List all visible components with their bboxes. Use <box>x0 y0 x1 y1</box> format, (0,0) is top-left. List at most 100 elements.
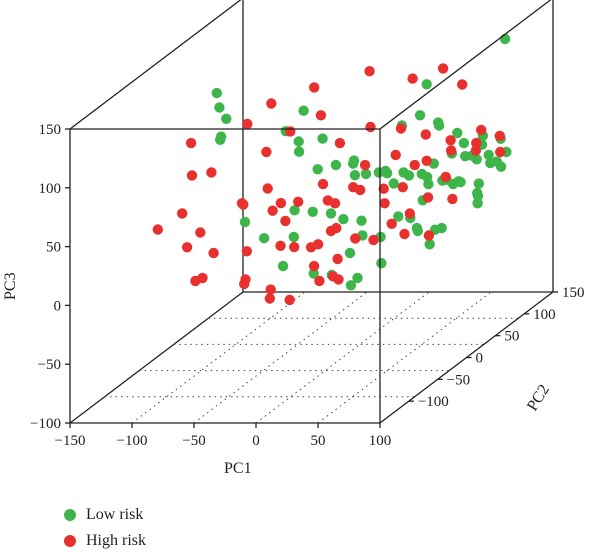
high-risk-point <box>267 205 278 216</box>
low-risk-point <box>412 225 423 237</box>
high-risk-point <box>280 215 291 227</box>
high-risk-point <box>177 208 188 219</box>
high-risk-point <box>195 227 206 238</box>
z-axis-label: PC3 <box>2 272 19 300</box>
high-risk-point <box>289 241 300 253</box>
floor-grid-line <box>255 291 430 424</box>
high-risk-point <box>409 159 420 171</box>
high-risk-point <box>364 66 375 77</box>
high-risk-point <box>329 198 341 209</box>
high-risk-point <box>378 183 389 194</box>
z-tick-label: 150 <box>39 122 62 138</box>
high-risk-point <box>264 293 275 304</box>
tick-labels: −150 −100 −50 0 50 100−100−50050100150−100−50… <box>30 122 584 449</box>
high-risk-point <box>422 192 434 203</box>
x-tick-label: 100 <box>369 433 392 449</box>
low-risk-point <box>452 127 463 139</box>
high-risk-point <box>325 225 337 237</box>
box-edge <box>69 291 244 424</box>
high-risk-point <box>181 242 193 253</box>
low-risk-point <box>455 176 466 188</box>
high-risk-point <box>350 233 361 244</box>
high-risk-point <box>334 137 346 149</box>
y-tick-label: −100 <box>418 394 449 410</box>
low-risk-point <box>472 190 484 202</box>
data-points <box>152 33 512 306</box>
box-edge <box>379 0 552 130</box>
low-risk-point <box>388 178 399 189</box>
high-risk-point <box>152 224 163 235</box>
low-risk-point <box>312 164 323 175</box>
high-risk-point <box>308 260 320 272</box>
high-risk-point <box>420 129 431 140</box>
high-risk-point <box>440 171 451 183</box>
high-risk-point <box>240 274 251 285</box>
high-risk-point <box>447 193 458 205</box>
legend-label-high-risk: High risk <box>86 532 146 549</box>
high-risk-point <box>262 183 273 194</box>
pca-3d-scatter: −150 −100 −50 0 50 100−100−50050100150−100−50… <box>2 0 585 477</box>
high-risk-point <box>471 137 482 149</box>
low-risk-point <box>277 260 289 272</box>
high-risk-point <box>399 228 410 240</box>
high-risk-point <box>359 159 371 171</box>
high-risk-point <box>284 294 295 306</box>
high-risk-point <box>265 284 276 295</box>
y-tick-label: 0 <box>476 351 484 367</box>
low-risk-point <box>298 105 309 116</box>
high-risk-point <box>242 118 253 130</box>
low-risk-point <box>293 136 304 147</box>
low-risk-point <box>485 157 496 169</box>
high-risk-point <box>407 73 418 84</box>
high-risk-point <box>206 167 217 178</box>
high-risk-point <box>186 170 198 181</box>
low-risk-point <box>421 171 433 183</box>
low-risk-point <box>345 280 357 291</box>
low-risk-point <box>211 87 222 99</box>
low-risk-point <box>221 113 232 125</box>
high-risk-point <box>421 155 432 166</box>
low-risk-point <box>421 79 432 90</box>
low-risk-point <box>499 33 511 45</box>
low-risk-point <box>258 233 270 244</box>
floor-grid-line <box>131 291 306 424</box>
high-risk-point <box>397 182 408 193</box>
low-risk-point <box>214 102 225 113</box>
low-risk-point <box>472 198 483 209</box>
high-risk-point <box>365 121 376 133</box>
y-tick-label: 150 <box>562 285 585 301</box>
low-risk-point <box>376 258 387 269</box>
y-tick-label: 50 <box>504 329 519 345</box>
high-risk-point <box>312 239 324 250</box>
low-risk-point <box>317 133 328 144</box>
y-tick-label: 100 <box>533 307 556 323</box>
low-risk-point <box>338 214 349 225</box>
high-risk-point <box>315 110 327 121</box>
x-tick-label: 0 <box>252 433 260 449</box>
low-risk-point <box>436 222 447 234</box>
high-risk-point <box>494 130 505 142</box>
low-risk-point <box>215 131 227 142</box>
legend: Low risk High risk <box>64 502 146 554</box>
high-risk-point <box>185 137 197 149</box>
high-risk-point <box>197 272 208 284</box>
z-tick-label: 100 <box>39 181 62 197</box>
low-risk-point <box>293 146 305 157</box>
high-risk-point <box>241 246 252 257</box>
high-risk-point <box>379 198 390 209</box>
legend-marker-low-risk <box>64 509 76 521</box>
high-risk-point <box>390 149 401 161</box>
floor-grid <box>104 291 519 424</box>
legend-item-low-risk: Low risk <box>64 502 146 528</box>
high-risk-point <box>317 178 329 190</box>
high-risk-point <box>332 253 343 265</box>
high-risk-point <box>275 240 286 251</box>
high-risk-point <box>423 230 435 241</box>
low-risk-point <box>308 268 319 279</box>
high-risk-point <box>386 218 397 229</box>
high-risk-point <box>476 124 487 136</box>
low-risk-point <box>360 168 372 180</box>
high-risk-point <box>309 82 320 93</box>
box-back-edges <box>69 0 554 424</box>
legend-label-low-risk: Low risk <box>86 506 144 523</box>
